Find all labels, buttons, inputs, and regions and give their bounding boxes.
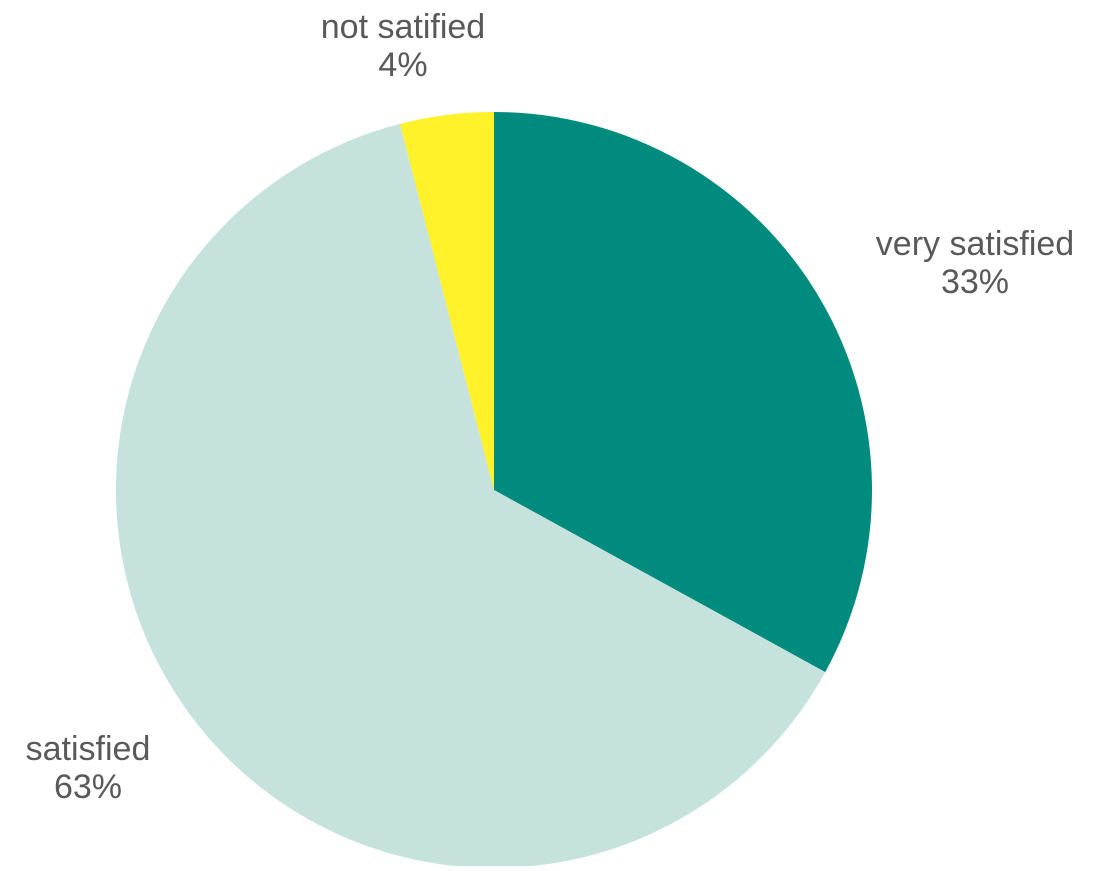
- pie-slice-satisfied: [115, 123, 826, 869]
- data-label-name-not-satified: not satified: [321, 8, 485, 46]
- data-label-value-not-satified: 4%: [378, 46, 427, 84]
- data-label-value-very-satisfied: 33%: [941, 263, 1009, 301]
- data-label-value-satisfied: 63%: [54, 768, 122, 806]
- pie-slice-not-satified: [400, 112, 494, 490]
- pie-slice-very-satisfied: [494, 112, 872, 673]
- pie-slices: [115, 112, 872, 869]
- data-label-name-very-satisfied: very satisfied: [876, 225, 1074, 263]
- data-label-name-satisfied: satisfied: [26, 730, 151, 768]
